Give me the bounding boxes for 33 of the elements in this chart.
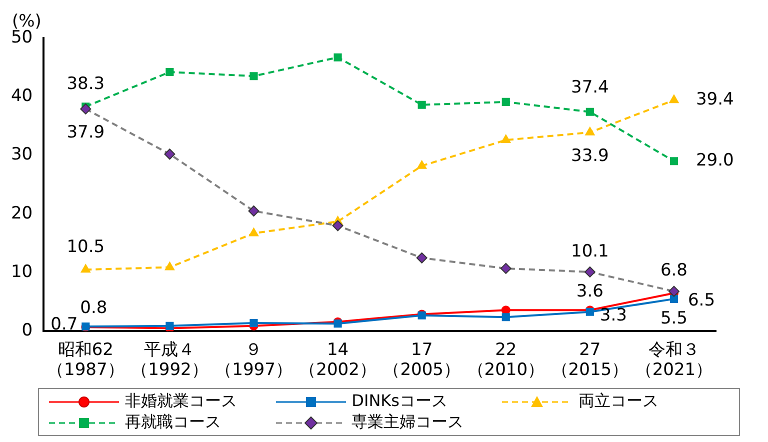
data-label: 0.7: [50, 314, 78, 335]
data-label: 10.5: [66, 237, 105, 258]
legend-label: 非婚就業コース: [125, 391, 237, 412]
data-label: 37.9: [66, 122, 105, 142]
legend-label: 両立コース: [578, 391, 658, 412]
data-label: 6.5: [688, 290, 716, 311]
legend-label: 再就職コース: [125, 412, 221, 433]
x-tick-label: 27（2015）: [551, 340, 629, 380]
data-label: 10.1: [571, 241, 609, 262]
data-label: 33.9: [571, 146, 609, 166]
data-label: 5.5: [660, 308, 688, 328]
data-label: 29.0: [696, 150, 734, 171]
y-tick-label: 40: [10, 86, 33, 106]
data-label: 3.3: [600, 305, 627, 326]
legend-label: DINKsコース: [352, 391, 448, 412]
y-tick-label: 0: [22, 320, 33, 341]
x-tick-label: 昭和62（1987）: [47, 340, 124, 380]
x-tick-label: 22（2010）: [467, 340, 545, 380]
y-tick-label: 30: [10, 144, 33, 165]
x-tick-label: 令和３（2021）: [635, 340, 713, 380]
x-tick-label: 17（2005）: [383, 340, 460, 380]
x-tick-label: 平成４（1992）: [131, 340, 208, 380]
data-label: 6.8: [660, 260, 688, 281]
y-tick-label: 20: [10, 203, 33, 224]
data-label: 3.6: [576, 282, 604, 302]
legend-label: 専業主婦コース: [352, 412, 464, 433]
data-label: 0.8: [80, 298, 108, 318]
data-label: 38.3: [66, 74, 105, 94]
x-tick-label: ９（1997）: [215, 340, 292, 380]
data-label: 39.4: [696, 90, 734, 110]
y-tick-label: 10: [10, 262, 33, 282]
x-tick-label: 14（2002）: [299, 340, 376, 380]
data-label: 37.4: [571, 77, 609, 98]
